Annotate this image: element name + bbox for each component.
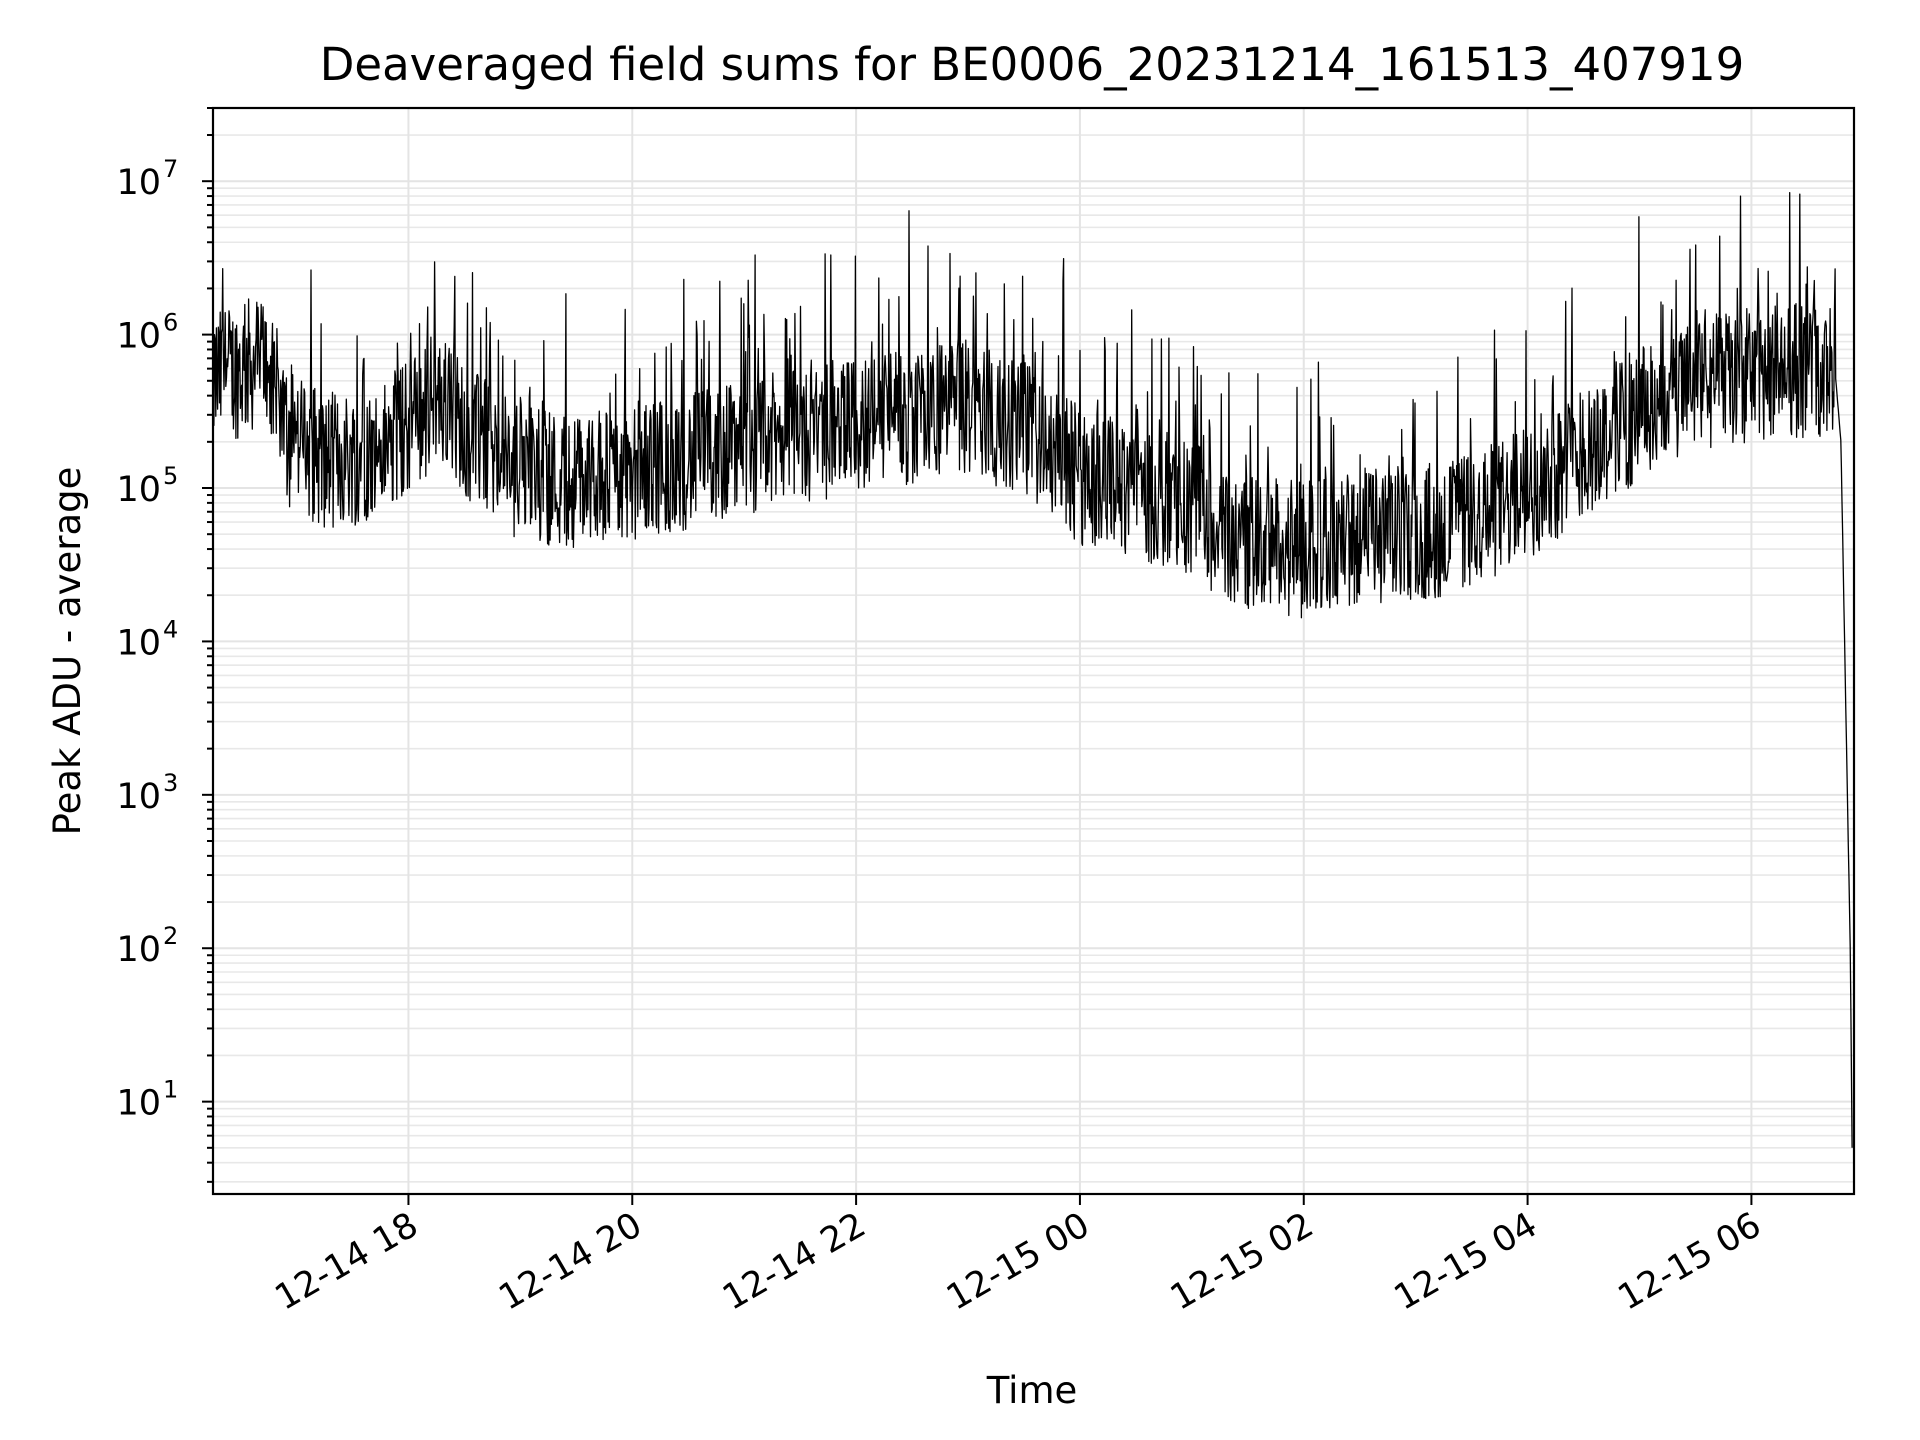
y-tick-exponent: 2 (163, 922, 178, 950)
plot-frame (211, 106, 1856, 1196)
x-tick-label: 12-15 02 (1164, 1205, 1320, 1318)
y-tick-exponent: 1 (163, 1076, 178, 1104)
y-tick-label: 10 (116, 777, 161, 817)
y-tick-label: 10 (116, 317, 161, 357)
y-axis-label: Peak ADU - average (46, 467, 89, 836)
y-tick-exponent: 6 (163, 309, 178, 337)
grid (213, 107, 1854, 1194)
chart-title: Deaveraged field sums for BE0006_2023121… (320, 38, 1745, 91)
y-tick-exponent: 3 (163, 769, 178, 797)
x-tick-label: 12-14 20 (492, 1205, 648, 1318)
y-tick-exponent: 4 (163, 615, 178, 643)
x-axis-label: Time (986, 1369, 1078, 1412)
y-tick-label: 10 (116, 470, 161, 510)
series-line (211, 191, 1853, 1148)
x-tick-label: 12-14 22 (716, 1205, 872, 1318)
y-tick-label: 10 (116, 1084, 161, 1124)
x-tick-label: 12-15 04 (1388, 1205, 1544, 1318)
y-tick-label: 10 (116, 930, 161, 970)
x-tick-label: 12-15 06 (1612, 1205, 1768, 1318)
x-axis-ticks: 12-14 18 12-14 20 12-14 22 12-15 00 12-15 02… (269, 1194, 1768, 1318)
x-tick-label: 12-15 00 (940, 1205, 1096, 1318)
y-tick-label: 10 (116, 163, 161, 203)
y-tick-exponent: 5 (163, 462, 178, 490)
y-tick-exponent: 7 (163, 155, 178, 183)
x-tick-label: 12-14 18 (269, 1205, 425, 1318)
y-tick-label: 10 (116, 623, 161, 663)
